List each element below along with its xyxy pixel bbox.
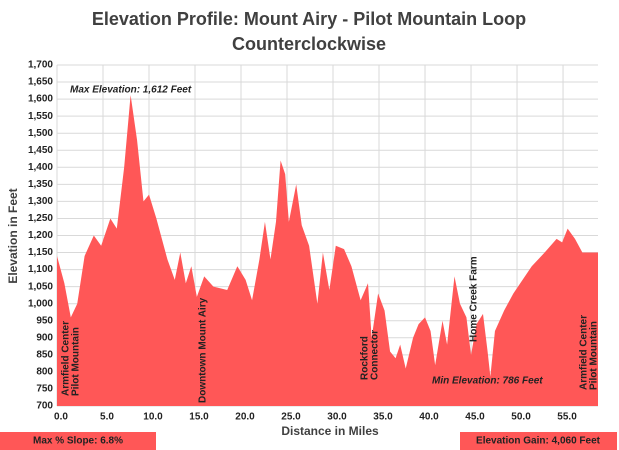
y-tick-label: 1,600 [28, 94, 53, 105]
stat-box [0, 432, 156, 450]
y-tick-label: 1,150 [28, 247, 53, 258]
annotation: Armfield Center [61, 321, 72, 396]
x-tick-label: 35.0 [373, 412, 393, 423]
stat-box [460, 432, 617, 450]
y-tick-label: 1,300 [28, 196, 53, 207]
x-tick-label: 25.0 [281, 412, 301, 423]
x-tick-label: 45.0 [465, 412, 485, 423]
annotation: Connector [370, 330, 381, 380]
x-tick-label: 40.0 [419, 412, 439, 423]
y-tick-label: 750 [36, 384, 53, 395]
x-tick-label: 20.0 [235, 412, 255, 423]
y-tick-label: 1,000 [28, 298, 53, 309]
y-tick-label: 700 [36, 401, 53, 412]
x-tick-label: 10.0 [143, 412, 163, 423]
annotation: Min Elevation: 786 Feet [432, 376, 543, 387]
x-tick-label: 5.0 [100, 412, 114, 423]
y-tick-label: 1,400 [28, 162, 53, 173]
chart-title: Elevation Profile: Mount Airy - Pilot Mo… [92, 9, 526, 29]
y-tick-label: 800 [36, 367, 53, 378]
y-tick-label: 850 [36, 349, 53, 360]
elevation-area [57, 95, 598, 407]
annotation: Downtown Mount Airy [198, 297, 209, 403]
stat-label: Max % Slope: 6.8% [33, 436, 123, 447]
y-tick-label: 1,200 [28, 230, 53, 241]
stat-label: Elevation Gain: 4,060 Feet [476, 436, 601, 447]
y-tick-label: 950 [36, 315, 53, 326]
y-tick-label: 900 [36, 332, 53, 343]
annotation: Pilot Mountain [71, 327, 82, 396]
x-tick-label: 55.0 [557, 412, 577, 423]
x-axis-title: Distance in Miles [281, 424, 379, 438]
x-tick-label: 30.0 [327, 412, 347, 423]
y-tick-label: 1,250 [28, 213, 53, 224]
annotation: Home Creek Farm [469, 256, 480, 342]
x-tick-label: 50.0 [511, 412, 531, 423]
annotation: Max Elevation: 1,612 Feet [70, 85, 192, 96]
y-tick-label: 1,100 [28, 264, 53, 275]
y-tick-label: 1,050 [28, 281, 53, 292]
x-tick-label: 0.0 [54, 412, 68, 423]
annotation: Armfield Center [579, 315, 590, 390]
x-tick-label: 15.0 [189, 412, 209, 423]
y-tick-label: 1,650 [28, 77, 53, 88]
chart-title: Counterclockwise [232, 34, 386, 54]
y-tick-label: 1,350 [28, 179, 53, 190]
y-axis-title: Elevation in Feet [6, 188, 20, 283]
y-tick-label: 1,500 [28, 128, 53, 139]
y-tick-label: 1,700 [28, 60, 53, 71]
y-tick-label: 1,450 [28, 145, 53, 156]
y-tick-label: 1,550 [28, 111, 53, 122]
annotation: Rockford [360, 336, 371, 380]
annotation: Pilot Mountain [589, 321, 600, 390]
